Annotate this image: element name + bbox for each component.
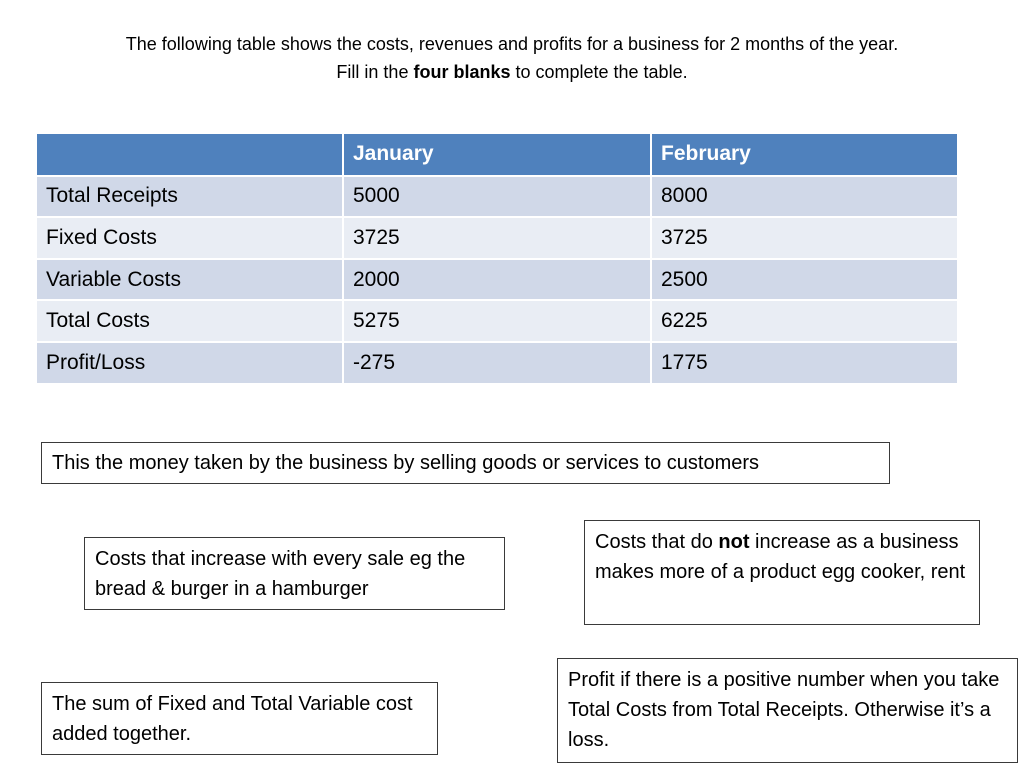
- definition-fixed-costs[interactable]: Costs that do not increase as a business…: [584, 520, 980, 625]
- instructions-emphasis: four blanks: [413, 62, 511, 82]
- instructions-line-1: The following table shows the costs, rev…: [125, 34, 899, 54]
- cell-february: 6225: [651, 300, 957, 343]
- instructions-line-2-suffix: to complete the table.: [510, 62, 688, 82]
- cell-january: 5000: [343, 175, 652, 219]
- cell-february: 2500: [651, 258, 957, 302]
- definition-variable-costs[interactable]: Costs that increase with every sale eg t…: [84, 537, 505, 610]
- cell-february: 3725: [651, 217, 957, 260]
- cell-january: 3725: [343, 217, 652, 260]
- header-blank: [37, 134, 344, 177]
- fixed-emphasis: not: [718, 531, 750, 553]
- table-row: Variable Costs 2000 2500: [37, 258, 957, 302]
- table-row: Total Costs 5275 6225: [37, 300, 957, 343]
- fixed-prefix: Costs that do: [595, 531, 719, 553]
- cell-january: 2000: [343, 258, 652, 302]
- definition-total-costs[interactable]: The sum of Fixed and Total Variable cost…: [41, 682, 438, 755]
- table-row: Profit/Loss -275 1775: [37, 341, 957, 385]
- instructions-line-2-prefix: Fill in the: [336, 62, 414, 82]
- table-row: Total Receipts 5000 8000: [37, 175, 957, 219]
- row-label: Variable Costs: [37, 258, 344, 302]
- row-label: Fixed Costs: [37, 217, 344, 260]
- row-label: Total Receipts: [37, 175, 344, 219]
- cost-revenue-table: January February Total Receipts 5000 800…: [37, 134, 957, 385]
- instructions-line-2: Fill in the four blanks to complete the …: [0, 58, 1024, 86]
- table-header-row: January February: [37, 134, 957, 177]
- instructions: The following table shows the costs, rev…: [0, 30, 1024, 86]
- cell-february: 8000: [651, 175, 957, 219]
- cell-january: -275: [343, 341, 652, 385]
- table-row: Fixed Costs 3725 3725: [37, 217, 957, 260]
- row-label: Total Costs: [37, 300, 344, 343]
- definition-total-receipts[interactable]: This the money taken by the business by …: [41, 442, 890, 484]
- header-february: February: [651, 134, 957, 177]
- fixed-suffix: increase as a business makes more of a p…: [595, 531, 966, 583]
- header-january: January: [343, 134, 652, 177]
- row-label: Profit/Loss: [37, 341, 344, 385]
- definition-profit-loss[interactable]: Profit if there is a positive number whe…: [557, 658, 1018, 763]
- cell-january: 5275: [343, 300, 652, 343]
- cell-february: 1775: [651, 341, 957, 385]
